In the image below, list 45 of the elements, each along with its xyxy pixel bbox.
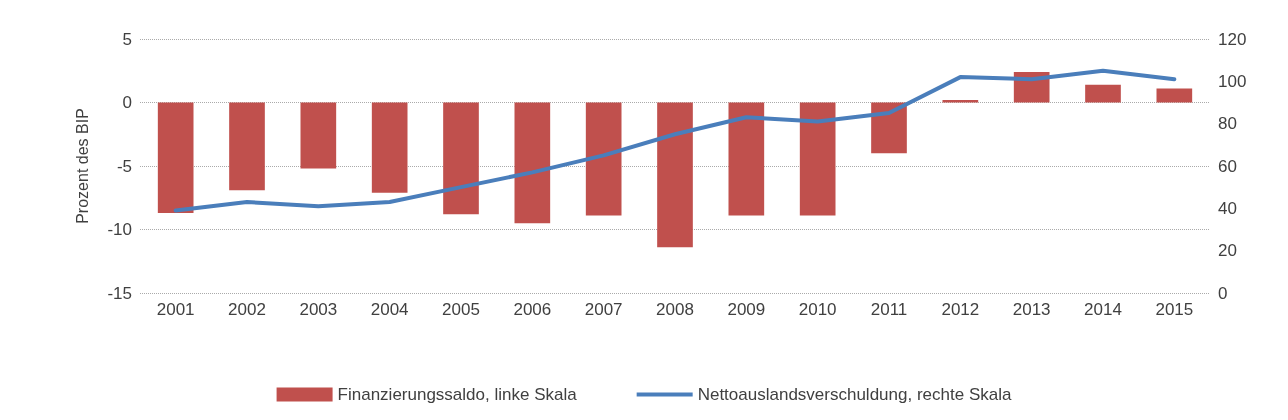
- y-tick-label: -5: [116, 156, 132, 176]
- y2-tick-label: 60: [1218, 156, 1237, 176]
- bar: [728, 102, 765, 216]
- legend-label: Nettoauslandsverschuldung, rechte Skala: [697, 385, 1012, 404]
- x-tick-label: 2008: [656, 300, 694, 319]
- bar: [942, 99, 979, 103]
- y-axis-title: Prozent des BIP: [73, 108, 91, 224]
- y-tick-label: 5: [122, 29, 132, 49]
- x-tick-label: 2013: [1012, 300, 1051, 319]
- bar: [657, 102, 693, 248]
- y2-tick-label: 20: [1218, 241, 1237, 261]
- bar: [799, 102, 836, 216]
- y2-tick-label: 80: [1218, 114, 1237, 134]
- x-tick-label: 2011: [870, 300, 908, 319]
- y-tick-label: -15: [107, 283, 132, 303]
- bar: [443, 102, 479, 215]
- y2-tick-label: 120: [1218, 29, 1247, 49]
- x-tick-label: 2005: [442, 300, 480, 319]
- x-tick-label: 2004: [370, 300, 409, 319]
- bar: [514, 102, 551, 224]
- bar: [371, 102, 408, 193]
- x-tick-label: 2002: [228, 300, 266, 319]
- legend-label: Finanzierungssaldo, linke Skala: [337, 385, 578, 404]
- bar: [1085, 84, 1121, 103]
- x-tick-label: 2006: [513, 300, 552, 319]
- x-tick-label: 2001: [156, 300, 195, 319]
- bar: [300, 102, 337, 169]
- x-tick-label: 2015: [1155, 300, 1194, 319]
- bar: [1156, 88, 1193, 103]
- y2-tick-label: 100: [1218, 71, 1247, 91]
- bar: [157, 102, 194, 213]
- x-tick-label: 2003: [299, 300, 338, 319]
- x-tick-label: 2012: [941, 300, 980, 319]
- line-series: [173, 68, 1177, 213]
- x-tick-label: 2010: [798, 300, 837, 319]
- x-tick-label: 2007: [584, 300, 623, 319]
- y-tick-label: -10: [107, 220, 132, 239]
- x-tick-label: 2009: [727, 300, 766, 319]
- y2-tick-label: 40: [1218, 198, 1237, 218]
- x-tick-label: 2014: [1084, 300, 1122, 319]
- y-tick-label: 0: [122, 93, 132, 112]
- y2-tick-label: 0: [1218, 283, 1228, 303]
- bar: [585, 102, 622, 216]
- bar: [229, 102, 265, 191]
- bar: [871, 102, 907, 154]
